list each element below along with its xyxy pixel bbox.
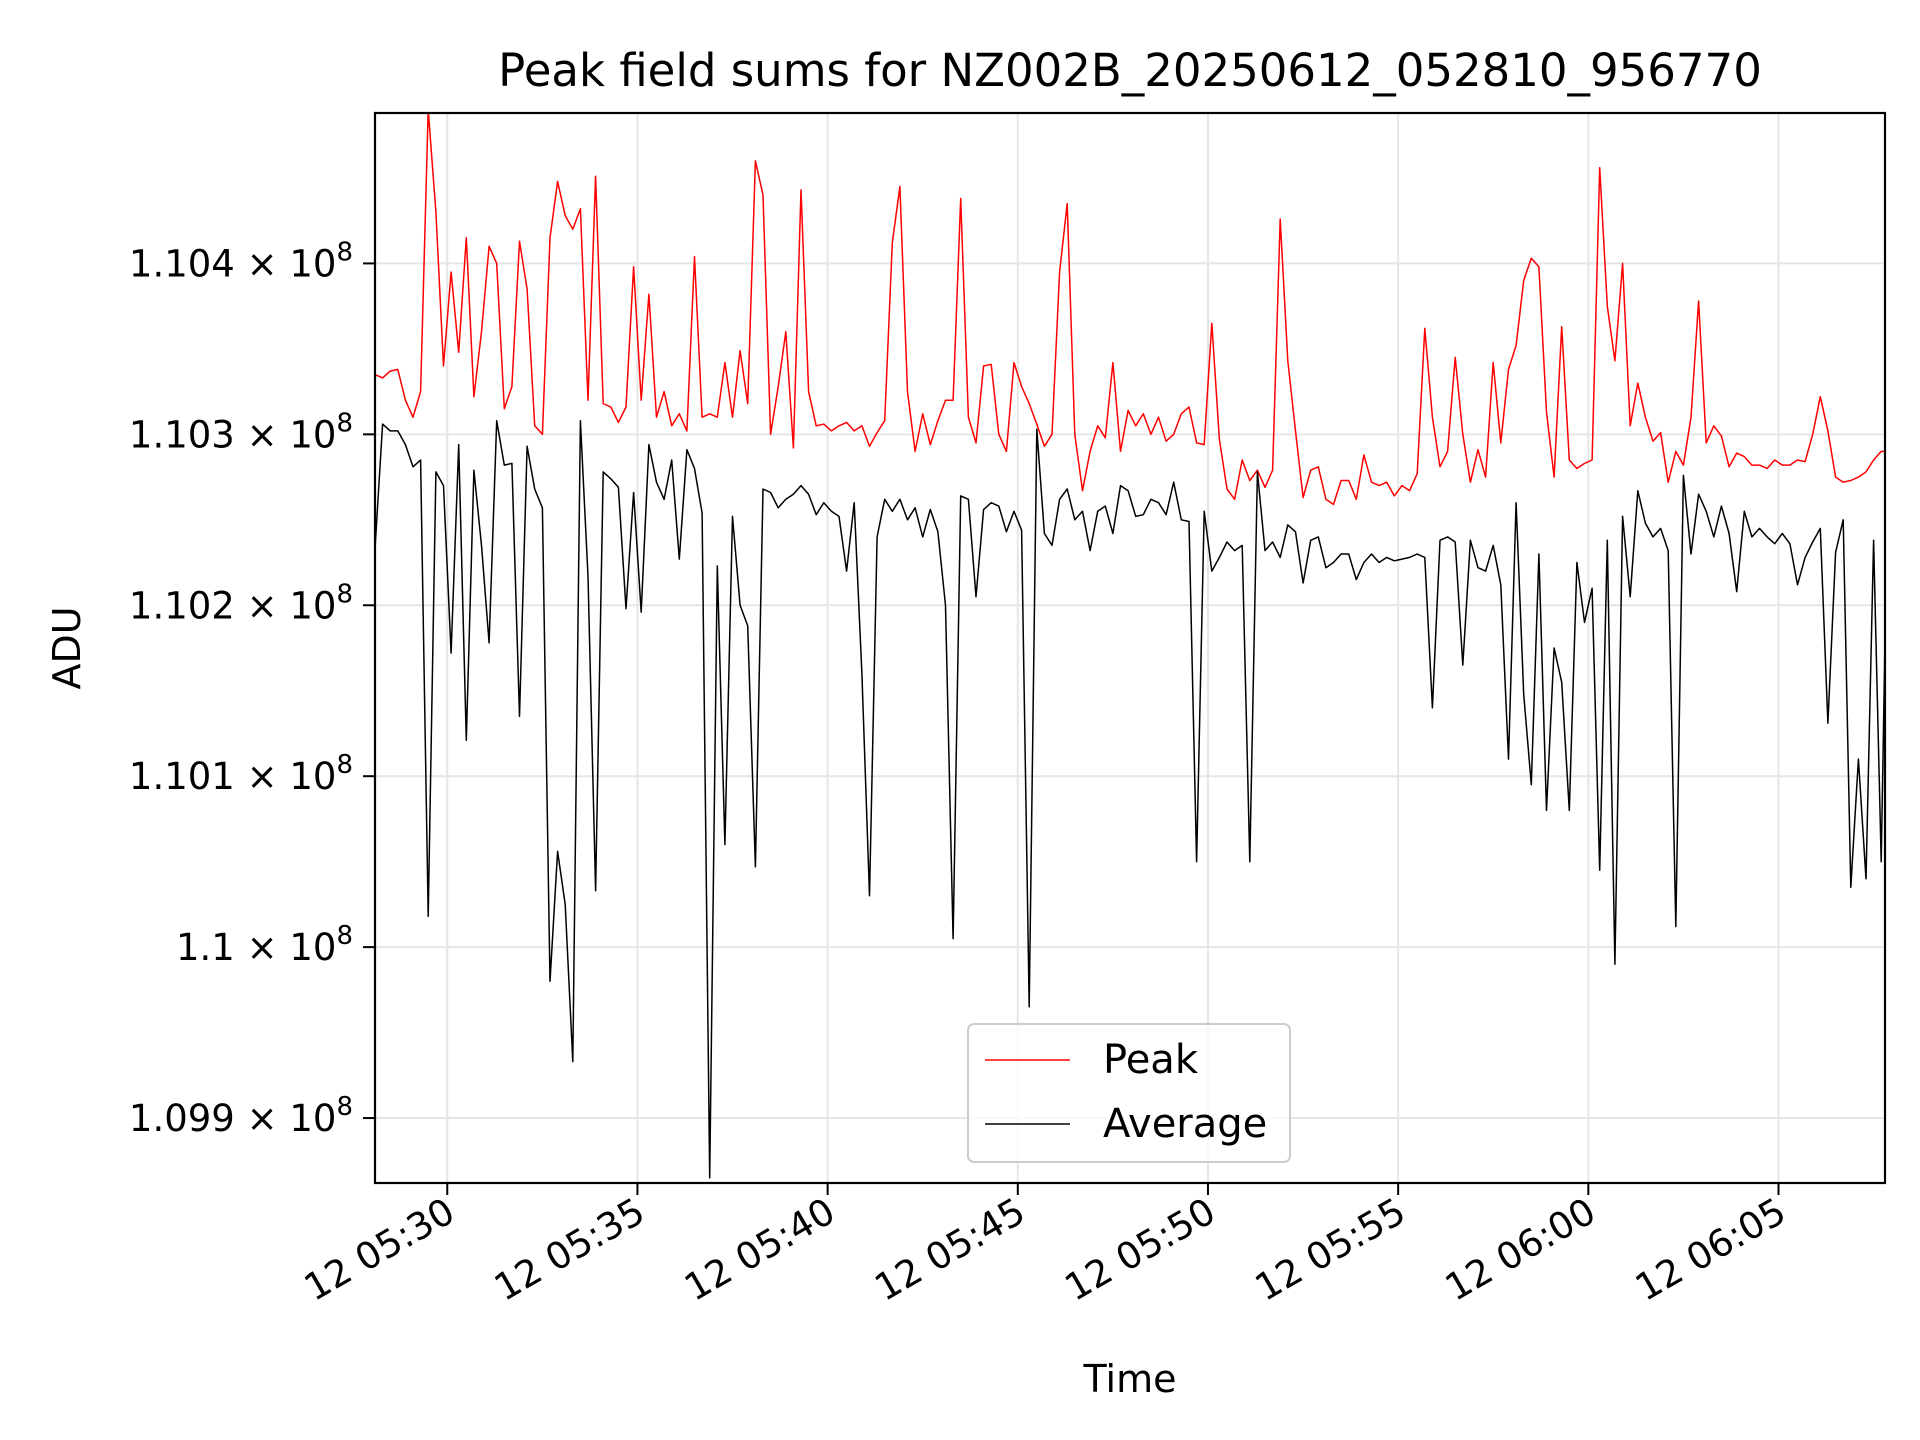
legend-peak-label: Peak (1103, 1037, 1199, 1083)
legend: Peak Average (967, 1023, 1291, 1163)
y-tick-label: 1.099 × 108 (129, 1092, 353, 1140)
y-tick-label: 1.1 × 108 (176, 921, 353, 969)
y-tick-label: 1.104 × 108 (129, 237, 353, 285)
y-axis-label: ADU (45, 606, 89, 689)
series-layer (375, 113, 1885, 1179)
y-tick-label: 1.101 × 108 (129, 750, 353, 798)
y-tick-label: 1.102 × 108 (129, 579, 353, 627)
series-line-average (375, 419, 1885, 1179)
chart-title: Peak field sums for NZ002B_20250612_0528… (498, 44, 1762, 97)
grid (375, 113, 1885, 1183)
legend-box (967, 1023, 1291, 1163)
plot-frame (373, 111, 1887, 1185)
y-tick-label: 1.103 × 108 (129, 408, 353, 456)
series-line-peak (375, 113, 1885, 506)
x-axis-label: Time (1083, 1357, 1177, 1401)
y-axis: 1.099 × 108 1.1 × 108 1.101 × 108 1.102 × 1… (129, 237, 375, 1140)
legend-average-label: Average (1103, 1101, 1267, 1147)
